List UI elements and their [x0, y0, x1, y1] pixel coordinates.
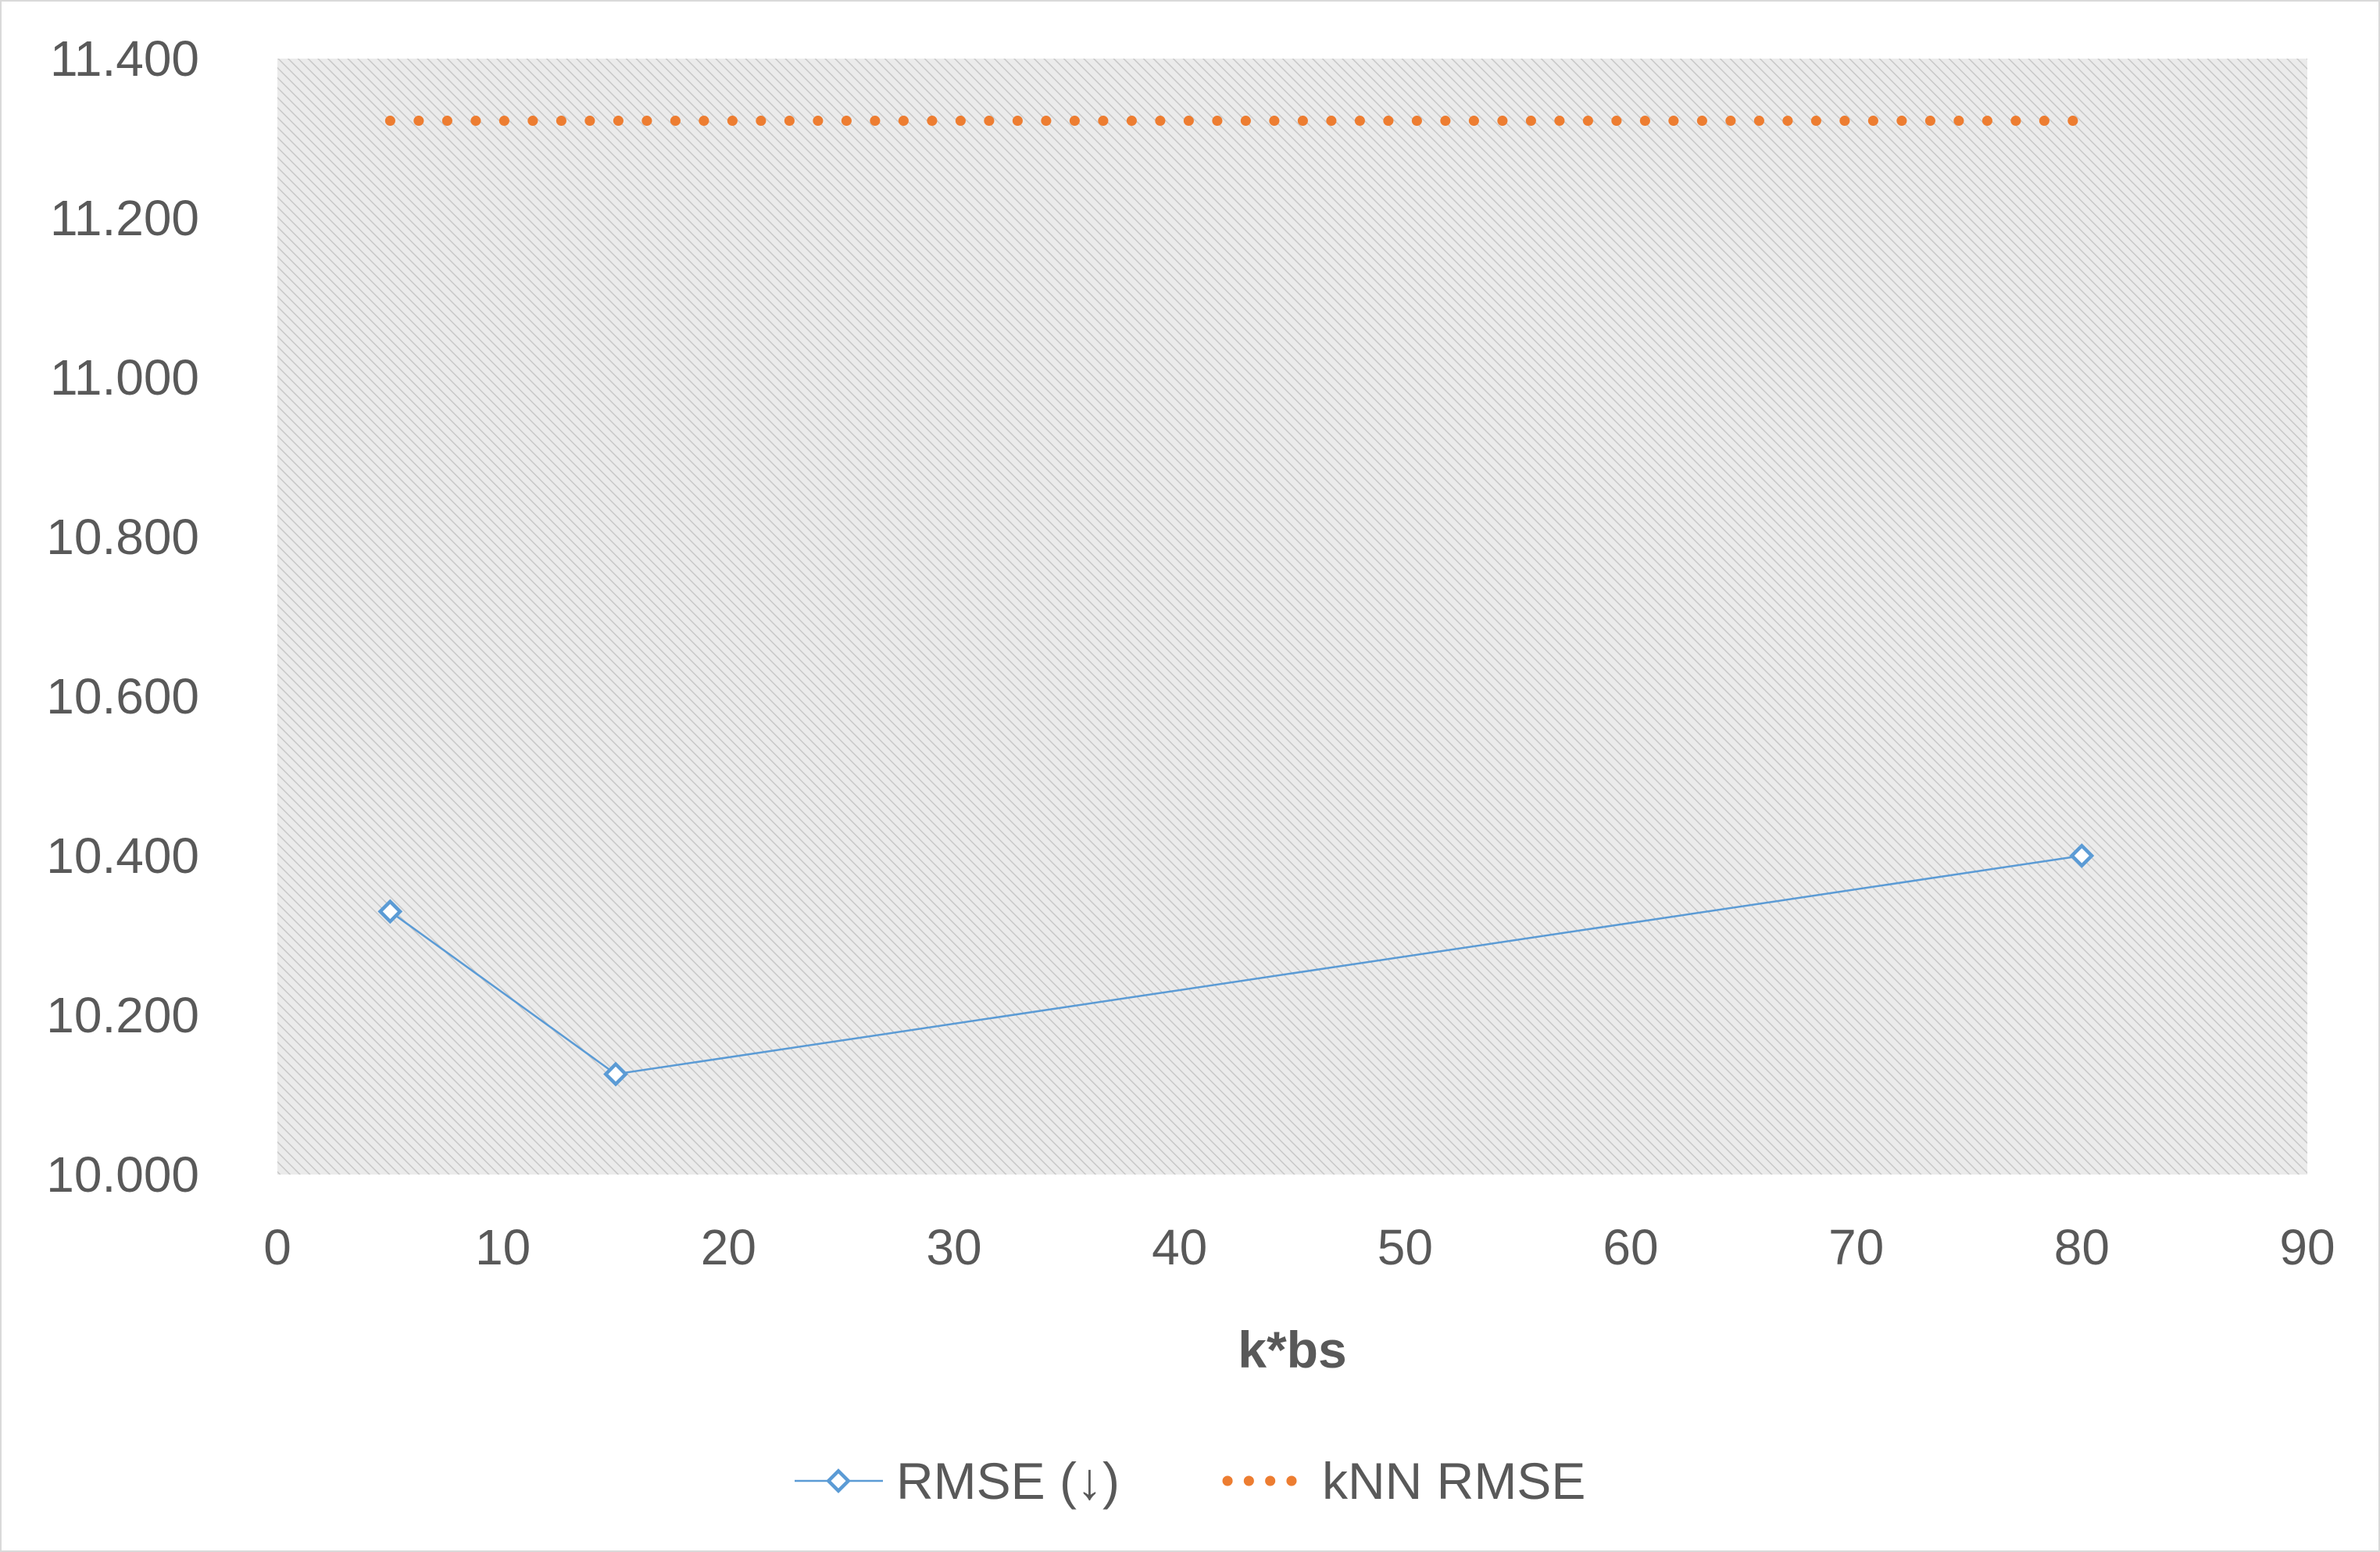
- legend-knn-label: kNN RMSE: [1322, 1452, 1585, 1510]
- legend-rmse-diamond-marker: [826, 1468, 851, 1493]
- x-tick-label: 90: [2279, 1219, 2335, 1275]
- x-tick-label: 40: [1152, 1219, 1207, 1275]
- x-tick-label: 10: [475, 1219, 531, 1275]
- y-tick-label: 10.000: [46, 1146, 199, 1203]
- rmse-diamond-marker: [603, 1061, 628, 1087]
- y-tick-label: 10.800: [46, 509, 199, 565]
- x-tick-label: 60: [1603, 1219, 1658, 1275]
- y-tick-label: 10.600: [46, 668, 199, 724]
- y-tick-label: 11.000: [50, 349, 199, 406]
- y-tick-label: 11.400: [50, 30, 199, 87]
- legend-item-rmse: RMSE (↓): [795, 1452, 1120, 1510]
- y-tick-label: 10.200: [46, 987, 199, 1043]
- x-tick-label: 70: [1828, 1219, 1884, 1275]
- rmse-diamond-marker: [2069, 843, 2095, 868]
- y-tick-label: 11.200: [50, 190, 199, 246]
- x-tick-label: 80: [2054, 1219, 2110, 1275]
- x-tick-label: 0: [263, 1219, 291, 1275]
- legend-rmse-label: RMSE (↓): [896, 1452, 1120, 1510]
- y-axis-tick-labels: 10.000 10.200 10.400 10.600 10.800 11.000 11.2…: [46, 30, 199, 1203]
- plot-area: [277, 59, 2307, 1175]
- x-tick-label: 50: [1378, 1219, 1433, 1275]
- y-tick-label: 10.400: [46, 828, 199, 884]
- rmse-diamond-marker: [377, 899, 403, 924]
- x-tick-label: 30: [926, 1219, 981, 1275]
- legend-item-knn: kNN RMSE: [1222, 1452, 1585, 1510]
- x-tick-label: 20: [701, 1219, 756, 1275]
- x-axis-tick-labels: 0 10 20 30 40 50 60 70 80 90: [263, 1219, 2335, 1275]
- x-axis-title: k*bs: [1238, 1321, 1346, 1379]
- legend: RMSE (↓) kNN RMSE: [795, 1452, 1585, 1510]
- series-rmse: [377, 843, 2095, 1087]
